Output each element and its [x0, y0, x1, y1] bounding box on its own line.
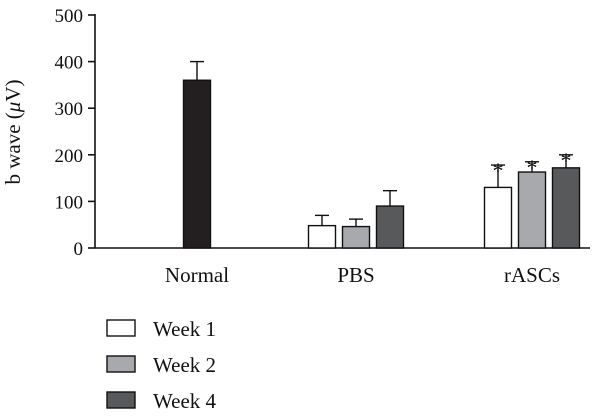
bar-rascs-week-4 — [551, 167, 581, 249]
x-tick-label-rascs: rASCs — [504, 263, 560, 287]
x-tick-label-normal: Normal — [165, 263, 229, 287]
bar-rascs-week-2 — [517, 171, 547, 249]
error-bars: * * * — [190, 60, 573, 227]
significance-marker-rascs-week-4: * — [561, 148, 572, 173]
y-tick-label: 400 — [55, 53, 84, 74]
bar-pbs-week-2 — [341, 225, 371, 249]
legend-label-week-4: Week 4 — [153, 389, 217, 413]
x-tick-label-pbs: PBS — [337, 263, 374, 287]
x-axis-labels: Normal PBS rASCs — [165, 263, 560, 287]
bar-rascs-week-1 — [483, 186, 513, 249]
y-tick-label: 200 — [55, 146, 84, 167]
legend-swatch-week-1 — [106, 319, 136, 337]
bar-pbs-week-1 — [307, 224, 337, 249]
bars — [182, 79, 581, 249]
y-tick-label: 300 — [55, 99, 84, 120]
y-axis-ticks: 0 100 200 300 400 500 — [55, 6, 95, 260]
significance-marker-rascs-week-2: * — [527, 155, 538, 180]
significance-marker-rascs-week-1: * — [493, 158, 504, 183]
y-tick-label: 500 — [55, 6, 84, 27]
y-tick-label: 0 — [74, 239, 84, 260]
y-tick-label: 100 — [55, 192, 84, 213]
legend-swatch-week-2 — [106, 355, 136, 373]
legend-swatch-week-4 — [106, 391, 136, 409]
y-axis-label: b wave (μV) — [1, 79, 25, 184]
bar-pbs-week-4 — [375, 205, 405, 249]
legend-label-week-1: Week 1 — [153, 317, 216, 341]
bar-normal-normal — [182, 79, 212, 249]
legend: Week 1 Week 2 Week 4 — [106, 317, 217, 413]
legend-label-week-2: Week 2 — [153, 353, 216, 377]
axes — [94, 14, 590, 249]
